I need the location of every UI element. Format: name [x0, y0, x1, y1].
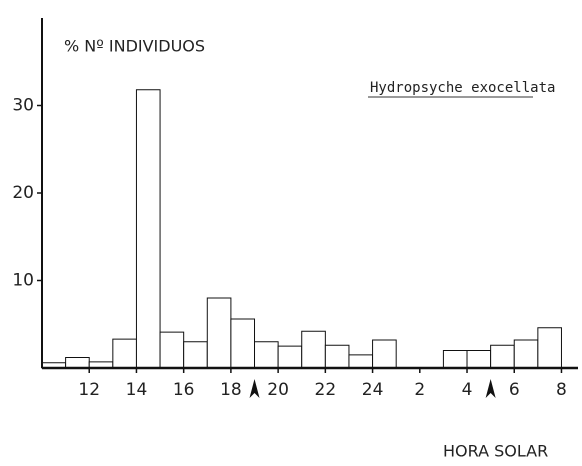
x-tick-label: 12 — [78, 380, 100, 400]
bar — [254, 341, 279, 369]
bar — [206, 297, 232, 369]
bar — [466, 350, 492, 369]
x-tick-label: 24 — [362, 380, 384, 400]
x-tick-label: 2 — [414, 380, 425, 400]
x-tick-label: 6 — [509, 380, 520, 400]
bar — [230, 318, 256, 369]
x-tick-label: 4 — [462, 380, 473, 400]
bar — [348, 354, 374, 369]
bar — [183, 341, 208, 369]
bar — [513, 339, 539, 369]
y-axis-label: % Nº INDIVIDUOS — [64, 37, 205, 56]
species-annotation: Hydropsyche exocellata — [370, 80, 555, 96]
bar — [490, 344, 515, 369]
y-tick-label: 30 — [12, 96, 34, 116]
bar — [135, 89, 161, 369]
time-arrow — [485, 379, 496, 398]
x-tick-label: 8 — [556, 380, 567, 400]
bar — [159, 331, 185, 369]
bar — [301, 330, 326, 369]
bar — [277, 345, 303, 369]
x-tick-label: 18 — [220, 380, 242, 400]
x-tick-label: 14 — [126, 380, 148, 400]
bar — [65, 357, 90, 369]
x-tick-label: 22 — [315, 380, 337, 400]
y-tick-label: 10 — [12, 271, 34, 291]
x-tick-label: 16 — [173, 380, 195, 400]
bar — [324, 344, 350, 369]
bar — [442, 350, 468, 369]
x-axis-label: HORA SOLAR — [443, 442, 548, 461]
bar — [537, 327, 562, 369]
x-tick-label: 20 — [267, 380, 289, 400]
bar — [112, 338, 137, 369]
bar — [372, 339, 397, 369]
y-tick-label: 20 — [12, 183, 34, 203]
time-arrow — [249, 379, 260, 398]
